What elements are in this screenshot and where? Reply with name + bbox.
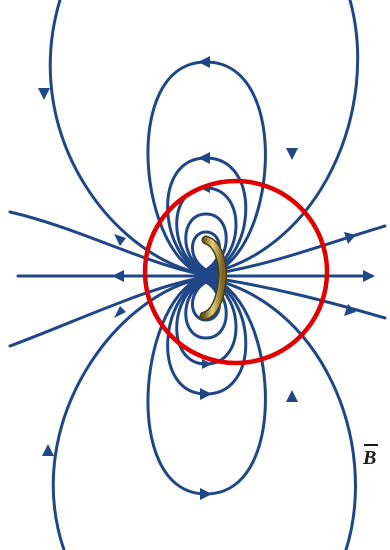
- arrow: [114, 234, 126, 246]
- lower-loop-5: [146, 275, 267, 496]
- arrow: [198, 152, 210, 164]
- arrow: [200, 388, 212, 400]
- arrow: [38, 88, 50, 100]
- outer-line-top-1: [48, 0, 208, 276]
- field-symbol: B: [363, 447, 377, 469]
- outer-line-right-2: [204, 275, 387, 320]
- field-lines: [8, 0, 387, 550]
- arrow: [286, 390, 298, 402]
- arrow: [286, 148, 298, 160]
- arrow: [112, 270, 124, 282]
- direction-arrows: [38, 56, 375, 500]
- current-loop: [199, 235, 227, 321]
- outer-line-right-1: [204, 224, 387, 277]
- arrow: [344, 232, 356, 244]
- arrow: [114, 306, 126, 318]
- field-label: B: [363, 444, 378, 469]
- outer-line-left-2: [8, 275, 208, 348]
- arrow: [363, 270, 375, 282]
- outer-line-left-1: [8, 210, 208, 277]
- arrow: [198, 56, 210, 68]
- arrow: [344, 304, 356, 316]
- outer-line-top-2: [204, 0, 360, 276]
- vector-bar: [364, 444, 378, 446]
- outer-line-bottom-1: [51, 276, 208, 550]
- arrow: [202, 359, 212, 369]
- arrow: [42, 444, 54, 456]
- arrow: [200, 488, 212, 500]
- highlight-circle: [142, 178, 330, 366]
- outer-line-bottom-2: [204, 276, 357, 550]
